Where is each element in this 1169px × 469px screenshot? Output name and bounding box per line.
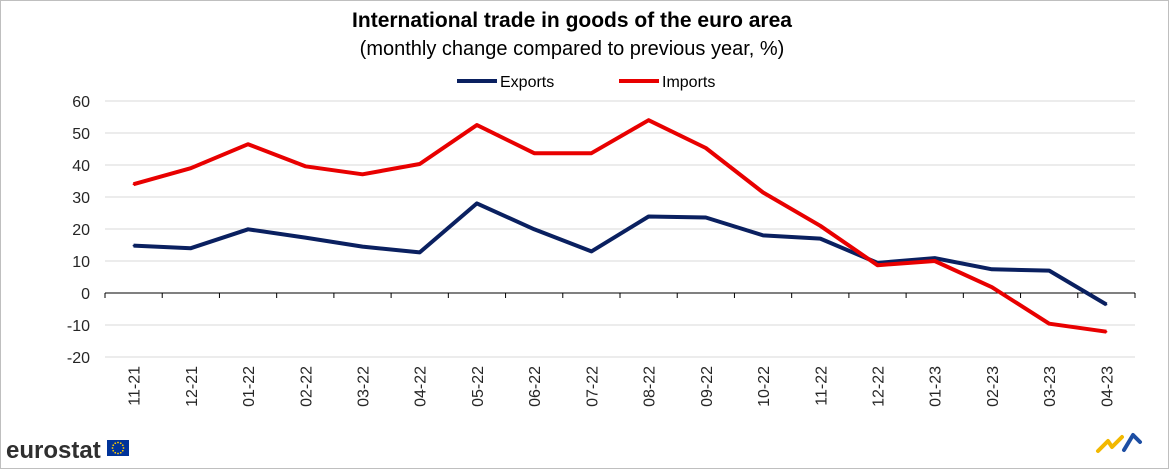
data-point-imports: [361, 173, 364, 176]
eurostat-logo: eurostat: [6, 437, 129, 464]
flag-star: [112, 449, 115, 452]
data-point-imports: [189, 167, 192, 170]
flag-star: [114, 442, 117, 445]
legend: Exports Imports: [457, 74, 715, 91]
data-point-exports: [533, 228, 536, 231]
x-tick-label: 10-22: [756, 366, 773, 407]
data-point-imports: [304, 165, 307, 168]
x-tick-label: 09-22: [699, 366, 716, 407]
data-point-imports: [819, 224, 822, 227]
data-point-exports: [189, 247, 192, 250]
x-tick-label: 01-23: [928, 366, 945, 407]
data-point-imports: [247, 143, 250, 146]
flag-star: [114, 451, 117, 454]
x-tick-label: 11-21: [127, 366, 144, 406]
data-point-exports: [304, 236, 307, 239]
chart-title: International trade in goods of the euro…: [352, 9, 792, 32]
data-point-exports: [1105, 303, 1108, 306]
x-tick-label: 01-22: [241, 366, 258, 407]
flag-star: [119, 451, 122, 454]
data-point-exports: [418, 251, 421, 254]
y-tick-label: 40: [72, 158, 90, 175]
x-tick-label: 03-23: [1042, 366, 1059, 407]
flag-star: [117, 441, 119, 444]
x-tick-label: 11-22: [813, 366, 830, 406]
data-point-exports: [132, 244, 135, 247]
y-tick-label: -10: [67, 318, 90, 335]
flag-star: [121, 449, 124, 452]
data-point-imports: [132, 183, 135, 186]
x-tick-label: 12-22: [871, 366, 888, 407]
y-tick-label: 50: [72, 126, 90, 143]
series-line-imports: [133, 118, 1107, 334]
data-point-exports: [762, 234, 765, 237]
flag-star: [119, 442, 122, 445]
flag-star: [111, 447, 114, 449]
y-axis: 60 50 40 30 20 10 0 -10 -20: [67, 94, 90, 367]
x-tick-label: 03-22: [356, 366, 373, 407]
data-point-exports: [819, 237, 822, 240]
x-tick-label: 04-23: [1099, 366, 1116, 407]
data-point-exports: [1048, 269, 1051, 272]
gridlines: [105, 100, 1135, 358]
data-point-imports: [762, 191, 765, 194]
x-tick-label: 07-22: [584, 366, 601, 407]
data-point-exports: [990, 268, 993, 271]
data-point-imports: [704, 147, 707, 150]
x-tick-label: 04-22: [413, 366, 430, 407]
data-point-imports: [1048, 322, 1051, 325]
y-tick-label: -20: [67, 350, 90, 367]
data-point-imports: [475, 124, 478, 126]
x-tick-label: 02-23: [985, 366, 1002, 407]
lightning-mark-icon: [1096, 433, 1142, 453]
flag-star: [122, 447, 125, 449]
eu-flag-icon: [107, 440, 129, 456]
series-line-exports: [133, 201, 1108, 307]
flag-star: [112, 444, 115, 447]
data-point-exports: [647, 215, 650, 218]
series-group: [132, 118, 1108, 334]
flag-star: [117, 452, 119, 455]
legend-label-imports: Imports: [662, 74, 715, 91]
y-tick-label: 20: [72, 222, 90, 239]
data-point-imports: [418, 163, 421, 166]
y-tick-label: 10: [72, 254, 90, 271]
data-point-imports: [590, 152, 593, 155]
data-point-exports: [933, 257, 936, 260]
data-point-imports: [933, 260, 936, 262]
y-tick-label: 60: [72, 94, 90, 111]
data-point-exports: [247, 228, 250, 231]
eurostat-logo-text: eurostat: [6, 437, 101, 464]
x-tick-label: 06-22: [527, 366, 544, 407]
x-tick-label: 05-22: [470, 366, 487, 407]
x-tick-label: 12-21: [184, 366, 201, 407]
y-tick-label: 0: [81, 286, 90, 303]
data-point-exports: [704, 216, 707, 219]
data-point-exports: [361, 245, 364, 248]
x-axis: 11-21 12-21 01-22 02-22 03-22 04-22 05-22 06-22…: [104, 292, 1136, 407]
y-tick-label: 30: [72, 190, 90, 207]
legend-label-exports: Exports: [500, 74, 554, 91]
data-point-imports: [876, 264, 879, 267]
data-point-exports: [475, 202, 478, 205]
data-point-imports: [1105, 330, 1108, 333]
x-tick-label: 08-22: [642, 366, 659, 407]
data-point-imports: [647, 119, 650, 122]
chart-subtitle: (monthly change compared to previous yea…: [360, 38, 785, 60]
data-point-imports: [533, 152, 536, 155]
flag-star: [121, 444, 124, 447]
data-point-exports: [590, 250, 593, 253]
x-tick-label: 02-22: [298, 366, 315, 407]
data-point-imports: [990, 286, 993, 289]
